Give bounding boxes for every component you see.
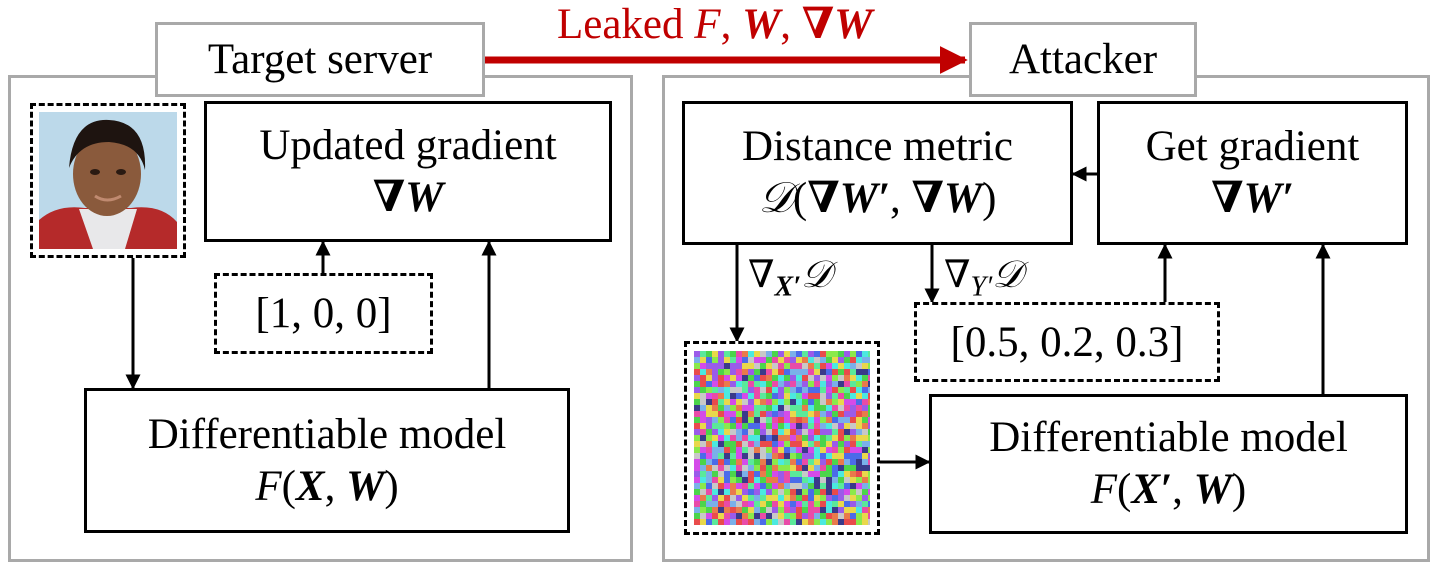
distance-metric-label: Distance metric [741, 123, 1014, 171]
server-model-f: F [255, 462, 282, 510]
distance-grad-w: ∇W [911, 175, 983, 222]
attacker-model-formula: F(X′, W) [1091, 464, 1246, 516]
random-noise-image-icon [694, 351, 870, 525]
server-model-box: Differentiable model F(X, W) [84, 388, 570, 533]
attacker-model-close: ) [1231, 466, 1247, 513]
leak-prefix: Leaked [557, 1, 695, 48]
grad-y-subscript: Y′ [970, 271, 993, 303]
distance-metric-box: Distance metric 𝒟(∇W′, ∇W) [682, 101, 1073, 245]
grad-x-nabla: ∇ [748, 254, 775, 296]
attacker-model-label: Differentiable model [989, 414, 1348, 462]
distance-comma: , [889, 175, 912, 222]
leak-comma-1: , [720, 1, 743, 48]
target-server-title: Target server [155, 22, 485, 97]
face-photo-icon [39, 112, 177, 249]
leak-label: Leaked F, W, ∇W [557, 0, 872, 50]
distance-d: 𝒟 [758, 175, 793, 222]
attacker-model-open: ( [1117, 466, 1132, 513]
attacker-title-text: Attacker [1008, 36, 1158, 83]
attacker-model-comma: , [1172, 466, 1194, 513]
server-model-close: ) [384, 462, 399, 510]
get-gradient-label: Get gradient [1145, 123, 1360, 171]
leak-f: F [694, 1, 721, 48]
updated-gradient-box: Updated gradient ∇W [204, 101, 612, 242]
updated-gradient-symbol: ∇W [372, 173, 444, 221]
face-image-frame [30, 103, 186, 258]
server-label-vector: [1, 0, 0] [214, 273, 433, 354]
grad-y-d: 𝒟 [992, 254, 1023, 296]
server-model-comma: , [324, 462, 347, 510]
target-server-title-text: Target server [207, 36, 433, 83]
leak-comma-2: , [780, 1, 802, 48]
server-model-label: Differentiable model [147, 410, 507, 458]
attacker-label-vector-text: [0.5, 0.2, 0.3] [950, 318, 1184, 366]
server-model-open: ( [281, 462, 296, 510]
attacker-title: Attacker [969, 22, 1197, 97]
attacker-model-f: F [1090, 466, 1118, 513]
grad-x-d: 𝒟 [801, 254, 832, 296]
attacker-model-w: W [1193, 466, 1232, 513]
distance-grad-w-prime: ∇W′ [807, 175, 890, 222]
server-label-vector-text: [1, 0, 0] [255, 290, 392, 337]
attacker-model-x-prime: X′ [1131, 466, 1173, 513]
noise-image-frame [684, 341, 880, 535]
leak-w: W [742, 1, 781, 48]
get-gradient-box: Get gradient ∇W′ [1097, 101, 1408, 245]
grad-x-subscript: X′ [774, 271, 802, 303]
attacker-label-vector: [0.5, 0.2, 0.3] [914, 302, 1220, 382]
grad-y-label: ∇Y′𝒟 [944, 250, 1023, 303]
server-model-formula: F(X, W) [255, 461, 398, 513]
leak-grad-w: ∇W [801, 1, 873, 48]
distance-open: ( [792, 175, 808, 222]
server-model-x: X [295, 462, 325, 510]
get-gradient-symbol: ∇W′ [1211, 175, 1294, 222]
distance-metric-formula: 𝒟(∇W′, ∇W) [759, 173, 997, 225]
updated-gradient-label: Updated gradient [259, 121, 557, 169]
distance-close: ) [982, 175, 997, 222]
server-model-w: W [346, 462, 385, 510]
grad-y-nabla: ∇ [944, 254, 971, 296]
grad-x-label: ∇X′𝒟 [748, 250, 832, 303]
attacker-model-box: Differentiable model F(X′, W) [929, 394, 1408, 534]
